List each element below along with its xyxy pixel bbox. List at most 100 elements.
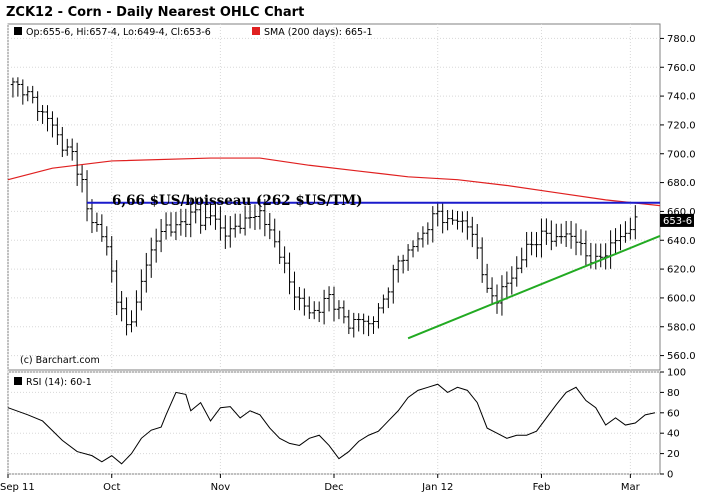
ohlc-bar bbox=[435, 203, 440, 227]
ohlc-bar bbox=[519, 247, 524, 274]
x-axis: Sep 11 Oct Nov Dec Jan 12 Feb Mar bbox=[0, 474, 641, 493]
ohlc-bar bbox=[440, 203, 445, 234]
ohlc-bar bbox=[297, 286, 302, 311]
ohlc-bar bbox=[479, 237, 485, 283]
ohlc-bar bbox=[509, 266, 515, 295]
ohlc-bar bbox=[341, 300, 347, 324]
price-tick-label: 560.0 bbox=[667, 351, 696, 362]
ohlc-bar bbox=[559, 223, 564, 244]
ohlc-bar bbox=[400, 254, 406, 274]
ohlc-bar bbox=[252, 204, 258, 230]
ohlc-bar bbox=[35, 91, 40, 121]
ohlc-bar bbox=[74, 142, 80, 186]
ohlc-bar bbox=[405, 244, 411, 271]
ohlc-bar bbox=[20, 79, 26, 105]
ohlc-bar bbox=[173, 211, 179, 241]
ohlc-bar bbox=[218, 206, 223, 241]
ohlc-bar bbox=[633, 205, 638, 240]
ohlc-bar bbox=[465, 211, 470, 240]
price-tick-label: 660.0 bbox=[667, 207, 696, 218]
ohlc-bar bbox=[371, 316, 376, 334]
trend-line bbox=[407, 234, 661, 340]
last-price-tag bbox=[660, 213, 694, 227]
ohlc-bar bbox=[307, 296, 312, 319]
price-tick-label: 600.0 bbox=[667, 293, 696, 304]
ohlc-bar bbox=[415, 232, 421, 252]
ohlc-bar bbox=[450, 209, 455, 225]
rsi-legend-swatch bbox=[14, 377, 22, 385]
ohlc-bar bbox=[163, 212, 169, 240]
ohlc-bar bbox=[410, 240, 416, 258]
ohlc-bar bbox=[425, 222, 431, 245]
sma-line bbox=[7, 157, 661, 207]
ohlc-bar bbox=[94, 212, 100, 232]
x-tick-label: Dec bbox=[324, 482, 343, 493]
ohlc-bar bbox=[455, 210, 460, 230]
ohlc-bar bbox=[618, 224, 623, 251]
price-tick-label: 620.0 bbox=[667, 265, 696, 276]
rsi-tick-label: 60 bbox=[667, 408, 680, 419]
ohlc-bar bbox=[316, 301, 322, 323]
x-tick-label: Feb bbox=[533, 482, 551, 493]
sma-legend-label: SMA (200 days): 665-1 bbox=[264, 27, 373, 38]
ohlc-bar bbox=[336, 300, 342, 320]
ohlc-legend-label: Op:655-6, Hi:657-4, Lo:649-4, Cl:653-6 bbox=[26, 27, 211, 38]
ohlc-bar bbox=[237, 213, 243, 234]
ohlc-bar bbox=[529, 231, 534, 256]
ohlc-bar bbox=[346, 309, 352, 335]
ohlc-bar bbox=[573, 223, 579, 256]
ohlc-bar bbox=[168, 212, 174, 237]
rsi-gridlines bbox=[7, 371, 660, 475]
watermark: (c) Barchart.com bbox=[20, 355, 100, 366]
ohlc-bar bbox=[208, 202, 213, 226]
ohlc-bar bbox=[60, 126, 65, 158]
ohlc-bar bbox=[89, 199, 95, 234]
ohlc-bar bbox=[213, 202, 218, 230]
ohlc-bar bbox=[40, 105, 45, 124]
rsi-line-layer bbox=[7, 383, 656, 465]
ohlc-bar bbox=[544, 218, 549, 245]
x-tick-label: Sep 11 bbox=[0, 482, 35, 493]
rsi-y-axis: 0 20 40 60 80 100 bbox=[660, 368, 686, 481]
ohlc-bar bbox=[15, 77, 21, 97]
ohlc-bar bbox=[312, 301, 317, 320]
ohlc-bar bbox=[139, 269, 144, 311]
rsi-line bbox=[7, 383, 656, 465]
ohlc-bar bbox=[489, 277, 495, 304]
ohlc-bar bbox=[326, 286, 332, 312]
ohlc-bar bbox=[613, 228, 618, 255]
ohlc-bar bbox=[351, 312, 356, 338]
ohlc-bar bbox=[50, 111, 55, 138]
ohlc-bar bbox=[292, 271, 297, 311]
price-y-axis: 560.0 580.0 600.0 620.0 640.0 660.0 680.0 700.0… bbox=[660, 34, 696, 362]
ohlc-bar bbox=[193, 196, 198, 224]
ohlc-bar bbox=[257, 198, 263, 230]
ohlc-bar bbox=[124, 297, 129, 336]
ohlc-bar bbox=[430, 206, 435, 243]
ohlc-bar bbox=[484, 263, 490, 293]
ohlc-bar bbox=[183, 208, 189, 238]
ohlc-bar bbox=[356, 313, 361, 332]
price-tick-label: 640.0 bbox=[667, 236, 696, 247]
ohlc-bar bbox=[534, 232, 539, 258]
ohlc-bar bbox=[30, 85, 35, 104]
last-price-label: 653-6 bbox=[663, 216, 692, 227]
ohlc-bar bbox=[134, 290, 139, 327]
ohlc-bar bbox=[149, 237, 154, 278]
ohlc-bar bbox=[203, 204, 208, 231]
ohlc-bars bbox=[10, 77, 638, 338]
ohlc-bar bbox=[460, 211, 465, 233]
ohlc-bar bbox=[144, 252, 149, 293]
ohlc-bar bbox=[366, 315, 371, 337]
ohlc-bar bbox=[578, 229, 584, 256]
ohlc-legend-swatch bbox=[14, 27, 22, 35]
ohlc-bar bbox=[282, 246, 287, 274]
ohlc-bar bbox=[262, 199, 268, 237]
ohlc-bar bbox=[247, 205, 253, 229]
price-tick-label: 680.0 bbox=[667, 178, 696, 189]
annotation-lines bbox=[87, 201, 661, 340]
ohlc-bar bbox=[267, 212, 272, 240]
ohlc-bar bbox=[45, 105, 50, 132]
price-tick-label: 780.0 bbox=[667, 34, 696, 45]
